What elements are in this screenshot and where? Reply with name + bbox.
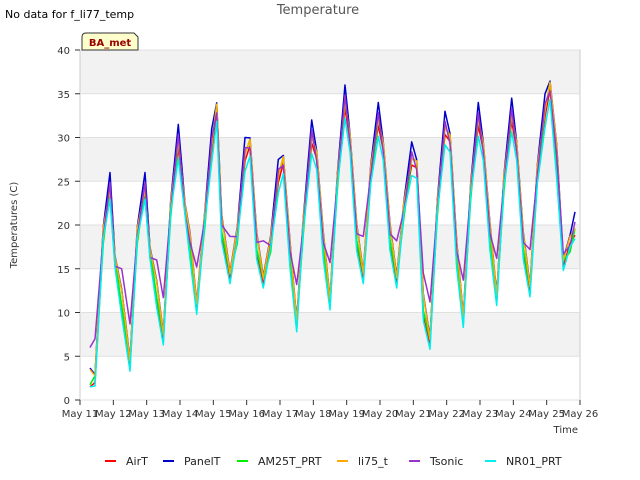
site-label: BA_met [89, 38, 132, 49]
y-tick-label: 40 [57, 46, 70, 57]
x-tick-label: May 14 [162, 409, 199, 420]
x-tick-label: May 16 [228, 409, 265, 420]
no-data-note: No data for f_li77_temp [5, 8, 135, 21]
y-tick-label: 30 [57, 134, 70, 145]
y-tick-label: 0 [64, 396, 70, 407]
grid-band [80, 50, 580, 94]
x-tick-label: May 21 [395, 409, 432, 420]
y-tick-label: 5 [64, 352, 70, 363]
x-tick-label: May 12 [95, 409, 132, 420]
legend: AirT PanelT AM25T_PRT li75_t Tsonic NR01_PRT [105, 455, 562, 468]
x-tick-label: May 24 [495, 409, 532, 420]
x-tick-label: May 19 [328, 409, 365, 420]
legend-label: PanelT [184, 455, 221, 468]
y-tick-label: 25 [57, 177, 70, 188]
legend-label: AM25T_PRT [258, 455, 322, 468]
y-tick-label: 15 [57, 265, 70, 276]
legend-label: AirT [126, 455, 148, 468]
x-tick-label: May 25 [528, 409, 565, 420]
chart-title: Temperature [276, 3, 359, 18]
x-tick-label: May 17 [262, 409, 299, 420]
x-tick-label: May 18 [295, 409, 332, 420]
x-tick-label: May 22 [428, 409, 465, 420]
x-tick-label: May 20 [362, 409, 399, 420]
series-line-nr01-prt [89, 98, 576, 388]
grid-bands [80, 49, 580, 401]
y-axis-ticks: 0 5 10 15 20 25 30 35 40 [57, 46, 80, 407]
x-tick-label: May 13 [128, 409, 165, 420]
grid-band [80, 312, 580, 357]
y-tick-label: 35 [57, 90, 70, 101]
legend-label: NR01_PRT [506, 455, 562, 468]
grid-band [80, 137, 580, 182]
y-tick-label: 10 [57, 309, 70, 320]
x-tick-label: May 11 [62, 409, 99, 420]
y-tick-label: 20 [57, 221, 70, 232]
x-tick-label: May 26 [562, 409, 599, 420]
legend-label: Tsonic [429, 455, 463, 468]
legend-label: li75_t [358, 455, 389, 468]
site-label-box: BA_met [81, 32, 139, 51]
x-axis-label: Time [553, 425, 578, 436]
x-tick-label: May 23 [462, 409, 499, 420]
y-axis-label: Temperatures (C) [9, 182, 20, 270]
x-tick-label: May 15 [195, 409, 232, 420]
series-lines [89, 80, 576, 388]
